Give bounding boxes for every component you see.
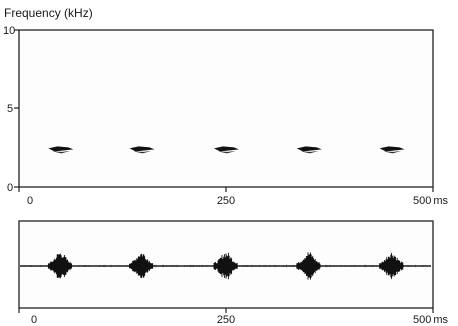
y-tick-label-10: 10 [3,25,15,37]
spectrogram-panel: Frequency (kHz) 10 5 0 0 250 500 ms [3,6,449,207]
spectrogram-frame [18,29,434,188]
syllable-mark [379,146,405,154]
syllable-tail [133,150,152,154]
syllable-mark [48,146,74,154]
wave-x-tick-label-500: 500 ms [413,314,449,326]
waveform-burst [296,252,321,280]
waveform-burst [213,252,238,280]
syllable-body [129,146,155,152]
syllable-mark [296,146,322,154]
x-tick-label-0: 0 [27,195,33,207]
waveform-burst [379,252,404,280]
wave-x-tick-label-250: 250 [217,314,235,326]
waveform-panel: 0 250 500 ms [18,220,449,326]
spectrogram-marks [48,146,405,154]
syllable-tail [218,150,236,154]
syllable-tail [383,150,402,154]
x-tick-label-250: 250 [217,195,235,207]
waveform-burst [47,253,73,279]
syllable-mark [129,146,155,154]
y-axis-label: Frequency (kHz) [4,6,93,20]
syllable-tail [52,150,71,154]
syllable-body [214,146,239,152]
syllable-body [48,146,74,152]
wave-x-tick-label-0: 0 [31,314,37,326]
x-tick-label-500: 500 ms [413,195,449,207]
waveform-marks [20,252,431,280]
syllable-body [296,146,322,152]
syllable-mark [214,146,239,154]
syllable-body [379,146,405,152]
y-tick-label-5: 5 [7,103,13,115]
waveform-burst [129,253,154,279]
syllable-tail [300,150,319,154]
y-tick-label-0: 0 [7,182,13,194]
